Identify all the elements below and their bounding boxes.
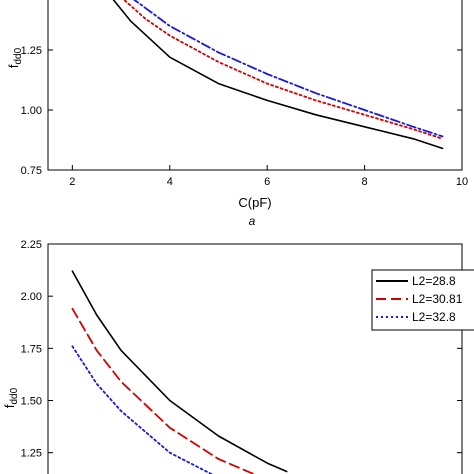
panel-b-ytick-label: 2.00 <box>21 291 42 303</box>
panel-b: 1.25 1.50 1.75 2.00 2.25 fdd0 L2=28.8 L2=30.8… <box>2 239 474 474</box>
panel-a-series-line-1 <box>112 0 444 150</box>
panel-a-ylabel: fdd0 <box>6 47 24 68</box>
panel-b-ticks: 1.25 1.50 1.75 2.00 2.25 <box>21 239 462 460</box>
legend-label-2: L2=30.81 <box>412 292 463 306</box>
panel-b-ytick-label: 2.25 <box>21 239 42 251</box>
panel-a-series <box>112 0 444 150</box>
panel-a-series-line-2 <box>122 0 444 140</box>
panel-b-plot-frame <box>47 243 463 474</box>
panel-b-ylabel: fdd0 <box>2 387 20 408</box>
panel-a-xtick-label: 6 <box>264 176 270 188</box>
panel-a-plot-frame <box>47 0 463 171</box>
legend-label-3: L2=32.8 <box>412 310 456 324</box>
panel-b-ytick-label: 1.75 <box>21 343 42 355</box>
panel-a-xtick-label: 8 <box>362 176 368 188</box>
panel-a-xtick-label: 4 <box>167 176 173 188</box>
panel-a: 0.75 1.00 1.25 2 4 6 8 10 fdd0 C(pF) a <box>6 0 468 228</box>
panel-a-ticks: 0.75 1.00 1.25 2 4 6 8 10 <box>21 45 469 188</box>
panel-a-ytick-label: 1.00 <box>21 105 42 117</box>
panel-a-xtick-label: 10 <box>456 176 468 188</box>
panel-a-ytick-label: 0.75 <box>21 165 42 177</box>
panel-b-ytick-label: 1.50 <box>21 396 42 408</box>
panel-b-ylabel-main: f <box>2 404 17 408</box>
legend-label-1: L2=28.8 <box>412 274 456 288</box>
panel-a-panel-label: a <box>249 214 256 228</box>
panel-b-series-line-2 <box>71 307 256 474</box>
panel-b-ytick-label: 1.25 <box>21 448 42 460</box>
panel-a-xtick-label: 2 <box>69 176 75 188</box>
panel-a-ylabel-main: f <box>6 64 21 68</box>
panel-b-series-line-3 <box>71 345 214 474</box>
panel-b-series-line-1 <box>71 270 288 473</box>
panel-b-series <box>71 270 288 474</box>
panel-a-xlabel: C(pF) <box>238 195 271 210</box>
panel-a-series-line-3 <box>133 0 444 138</box>
panel-b-legend: L2=28.8 L2=30.81 L2=32.8 <box>371 269 474 331</box>
panel-a-ytick-label: 1.25 <box>21 45 42 57</box>
panel-b-ylabel-sub: dd0 <box>9 387 20 404</box>
panel-a-ylabel-sub: dd0 <box>13 47 24 64</box>
